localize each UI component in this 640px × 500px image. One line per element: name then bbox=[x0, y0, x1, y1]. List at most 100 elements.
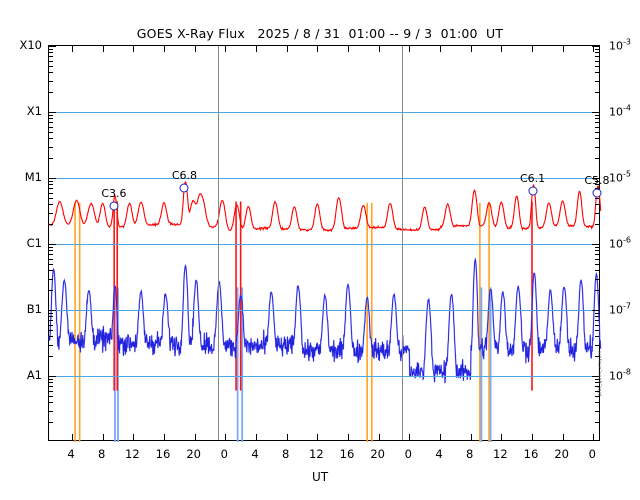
axis-tick bbox=[562, 46, 564, 52]
axis-tick-minor bbox=[49, 60, 53, 62]
x-axis-tick-label: 16 bbox=[155, 447, 171, 461]
x-axis-tick-label: 16 bbox=[523, 447, 539, 461]
axis-tick bbox=[102, 46, 104, 52]
axis-tick bbox=[562, 434, 564, 440]
axis-tick-minor bbox=[595, 410, 599, 412]
gridline-horizontal bbox=[49, 178, 599, 179]
axis-tick bbox=[378, 434, 380, 440]
axis-tick-minor bbox=[49, 72, 53, 74]
axis-tick bbox=[286, 46, 288, 52]
axis-tick bbox=[440, 434, 441, 440]
axis-tick-minor bbox=[595, 278, 599, 280]
axis-tick-minor bbox=[595, 316, 599, 318]
x-axis-tick-label: 16 bbox=[339, 447, 355, 461]
axis-tick-minor bbox=[49, 410, 53, 412]
y-axis-tick-label-left: C1 bbox=[26, 236, 42, 250]
axis-tick-minor bbox=[49, 379, 53, 381]
axis-tick bbox=[470, 46, 472, 52]
axis-tick-minor bbox=[595, 336, 599, 338]
axis-tick-minor bbox=[595, 146, 599, 148]
axis-tick-minor bbox=[595, 65, 599, 67]
axis-tick-minor bbox=[595, 254, 599, 256]
flare-peak-marker bbox=[592, 188, 602, 198]
axis-tick-minor bbox=[49, 188, 53, 190]
axis-tick bbox=[593, 434, 595, 440]
axis-tick-minor bbox=[49, 184, 53, 186]
y-axis-tick-label-left: B1 bbox=[26, 302, 42, 316]
axis-tick-minor bbox=[595, 212, 599, 214]
axis-tick bbox=[49, 46, 56, 47]
axis-tick bbox=[317, 434, 319, 440]
axis-tick-minor bbox=[49, 382, 53, 384]
axis-tick bbox=[592, 376, 599, 377]
day-boundary-gridline bbox=[217, 46, 219, 440]
short-wavelength-halo bbox=[48, 256, 602, 384]
axis-tick-minor bbox=[595, 49, 599, 51]
day-boundary-gridline bbox=[401, 46, 403, 440]
axis-tick bbox=[592, 310, 599, 311]
axis-tick bbox=[225, 434, 227, 440]
axis-tick bbox=[49, 178, 56, 179]
axis-tick-minor bbox=[595, 379, 599, 381]
axis-tick-minor bbox=[595, 386, 599, 388]
x-axis-tick-label: 8 bbox=[281, 447, 290, 461]
axis-tick-minor bbox=[49, 56, 53, 58]
x-axis-title: UT bbox=[311, 470, 329, 484]
axis-tick-minor bbox=[595, 395, 599, 397]
flare-class-annotation: C6.8 bbox=[171, 169, 198, 183]
axis-tick-minor bbox=[49, 390, 53, 392]
x-axis-tick-label: 0 bbox=[588, 447, 596, 461]
axis-tick bbox=[592, 46, 599, 47]
axis-tick bbox=[225, 46, 227, 52]
axis-tick bbox=[501, 46, 503, 52]
y-axis-tick-label-left: X10 bbox=[19, 38, 42, 52]
y-axis-tick-label-right: 10-7 bbox=[609, 301, 631, 317]
axis-tick-minor bbox=[595, 224, 599, 226]
axis-tick bbox=[256, 46, 257, 52]
y-axis-tick-label-left: M1 bbox=[24, 170, 42, 184]
axis-tick bbox=[501, 434, 503, 440]
axis-tick-minor bbox=[595, 324, 599, 326]
axis-tick bbox=[49, 310, 56, 311]
x-axis-tick-label: 20 bbox=[370, 447, 385, 461]
axis-tick-minor bbox=[595, 122, 599, 124]
axis-tick-minor bbox=[595, 344, 599, 346]
axis-tick-minor bbox=[49, 278, 53, 280]
y-axis-tick-label-right: 10-8 bbox=[609, 367, 631, 383]
gridline-horizontal bbox=[49, 244, 599, 245]
axis-tick-minor bbox=[595, 197, 599, 199]
flare-peak-marker bbox=[528, 186, 538, 196]
axis-tick bbox=[102, 434, 104, 440]
axis-tick bbox=[592, 244, 599, 245]
axis-tick-minor bbox=[49, 138, 53, 140]
axis-tick-minor bbox=[595, 250, 599, 252]
flare-class-annotation: C6.1 bbox=[519, 172, 546, 186]
x-axis-tick-label: 4 bbox=[251, 447, 259, 461]
axis-tick bbox=[133, 434, 135, 440]
axis-tick-minor bbox=[595, 204, 599, 206]
axis-tick bbox=[133, 46, 135, 52]
axis-tick-minor bbox=[49, 181, 53, 183]
axis-tick-minor bbox=[595, 126, 599, 128]
axis-tick-minor bbox=[49, 115, 53, 117]
axis-tick-minor bbox=[595, 290, 599, 292]
axis-tick-minor bbox=[49, 402, 53, 404]
axis-tick bbox=[317, 46, 319, 52]
x-axis-tick-label: 0 bbox=[220, 447, 228, 461]
axis-tick-minor bbox=[595, 131, 599, 133]
gridline-horizontal bbox=[49, 310, 599, 311]
axis-tick-minor bbox=[595, 92, 599, 94]
axis-tick bbox=[592, 112, 599, 113]
long-wavelength-flux-curve bbox=[48, 180, 602, 233]
axis-tick-minor bbox=[595, 382, 599, 384]
axis-tick-minor bbox=[595, 320, 599, 322]
axis-tick-minor bbox=[595, 247, 599, 249]
axis-tick-minor bbox=[49, 122, 53, 124]
axis-tick-minor bbox=[595, 56, 599, 58]
axis-tick-minor bbox=[49, 192, 53, 194]
axis-tick-minor bbox=[49, 386, 53, 388]
axis-tick bbox=[49, 112, 56, 113]
axis-tick-minor bbox=[49, 356, 53, 358]
y-axis-tick-label-right: 10-3 bbox=[609, 37, 631, 53]
